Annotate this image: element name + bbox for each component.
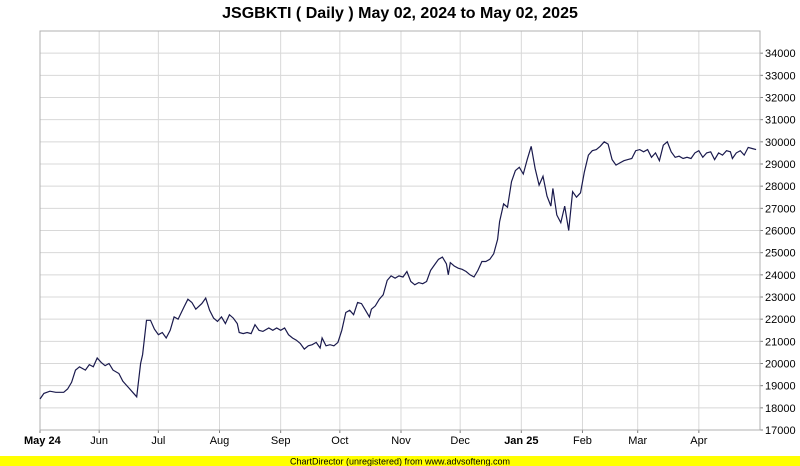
y-tick-label: 30000 [765, 137, 796, 149]
y-tick-label: 19000 [765, 381, 796, 393]
x-tick-label: Apr [690, 435, 707, 447]
price-series-line [39, 140, 757, 400]
y-tick-label: 25000 [765, 248, 796, 260]
plot-frame [39, 30, 761, 431]
x-tick-label: Sep [271, 435, 291, 447]
chart-title: JSGBKTI ( Daily ) May 02, 2024 to May 02… [222, 5, 578, 22]
y-tick-label: 33000 [765, 70, 796, 82]
y-tick-label: 31000 [765, 115, 796, 127]
x-tick-label: Mar [628, 435, 647, 447]
x-tick-label: May 24 [24, 435, 62, 447]
x-tick-label: Oct [331, 435, 348, 447]
footer-bar [0, 456, 800, 466]
y-tick-label: 23000 [765, 292, 796, 304]
x-tick-label: Nov [391, 435, 411, 447]
y-tick-label: 32000 [765, 93, 796, 105]
y-tick-label: 29000 [765, 159, 796, 171]
y-tick-label: 21000 [765, 336, 796, 348]
x-tick-label: Dec [450, 435, 470, 447]
y-tick-label: 17000 [765, 425, 796, 437]
y-tick-label: 22000 [765, 314, 796, 326]
y-axis-ticks: 17000 18000 19000 20000 21000 22000 23000 24000… [760, 48, 796, 437]
x-axis-ticks: May 24 Jun Jul Aug Sep Oct Nov Dec Jan 25 Feb Mar A… [24, 430, 708, 447]
footer-text: ChartDirector (unregistered) from www.ad… [290, 457, 510, 466]
x-tick-label: Jan 25 [504, 435, 538, 447]
x-tick-label: Aug [210, 435, 230, 447]
y-tick-label: 20000 [765, 359, 796, 371]
x-tick-label: Jun [90, 435, 108, 447]
y-tick-label: 28000 [765, 181, 796, 193]
y-tick-label: 18000 [765, 403, 796, 415]
y-tick-label: 26000 [765, 226, 796, 238]
y-tick-label: 34000 [765, 48, 796, 60]
x-tick-label: Feb [573, 435, 592, 447]
y-tick-label: 27000 [765, 203, 796, 215]
grid [39, 31, 760, 431]
y-tick-label: 24000 [765, 270, 796, 282]
x-tick-label: Jul [151, 435, 165, 447]
